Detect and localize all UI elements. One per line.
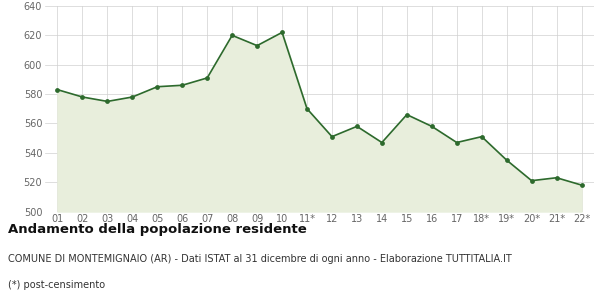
Point [552,175,562,180]
Point [302,106,312,111]
Point [327,134,337,139]
Point [452,140,461,145]
Text: (*) post-censimento: (*) post-censimento [8,280,105,290]
Point [402,112,412,117]
Point [427,124,437,129]
Point [103,99,112,104]
Point [577,183,586,188]
Point [377,140,386,145]
Text: COMUNE DI MONTEMIGNAIO (AR) - Dati ISTAT al 31 dicembre di ogni anno - Elaborazi: COMUNE DI MONTEMIGNAIO (AR) - Dati ISTAT… [8,254,512,263]
Point [178,83,187,88]
Point [227,33,237,38]
Point [277,30,287,35]
Point [253,43,262,48]
Point [352,124,362,129]
Point [152,84,162,89]
Point [477,134,487,139]
Point [128,94,137,99]
Text: Andamento della popolazione residente: Andamento della popolazione residente [8,224,307,236]
Point [527,178,536,183]
Point [77,94,87,99]
Point [502,158,511,163]
Point [202,76,212,80]
Point [53,87,62,92]
